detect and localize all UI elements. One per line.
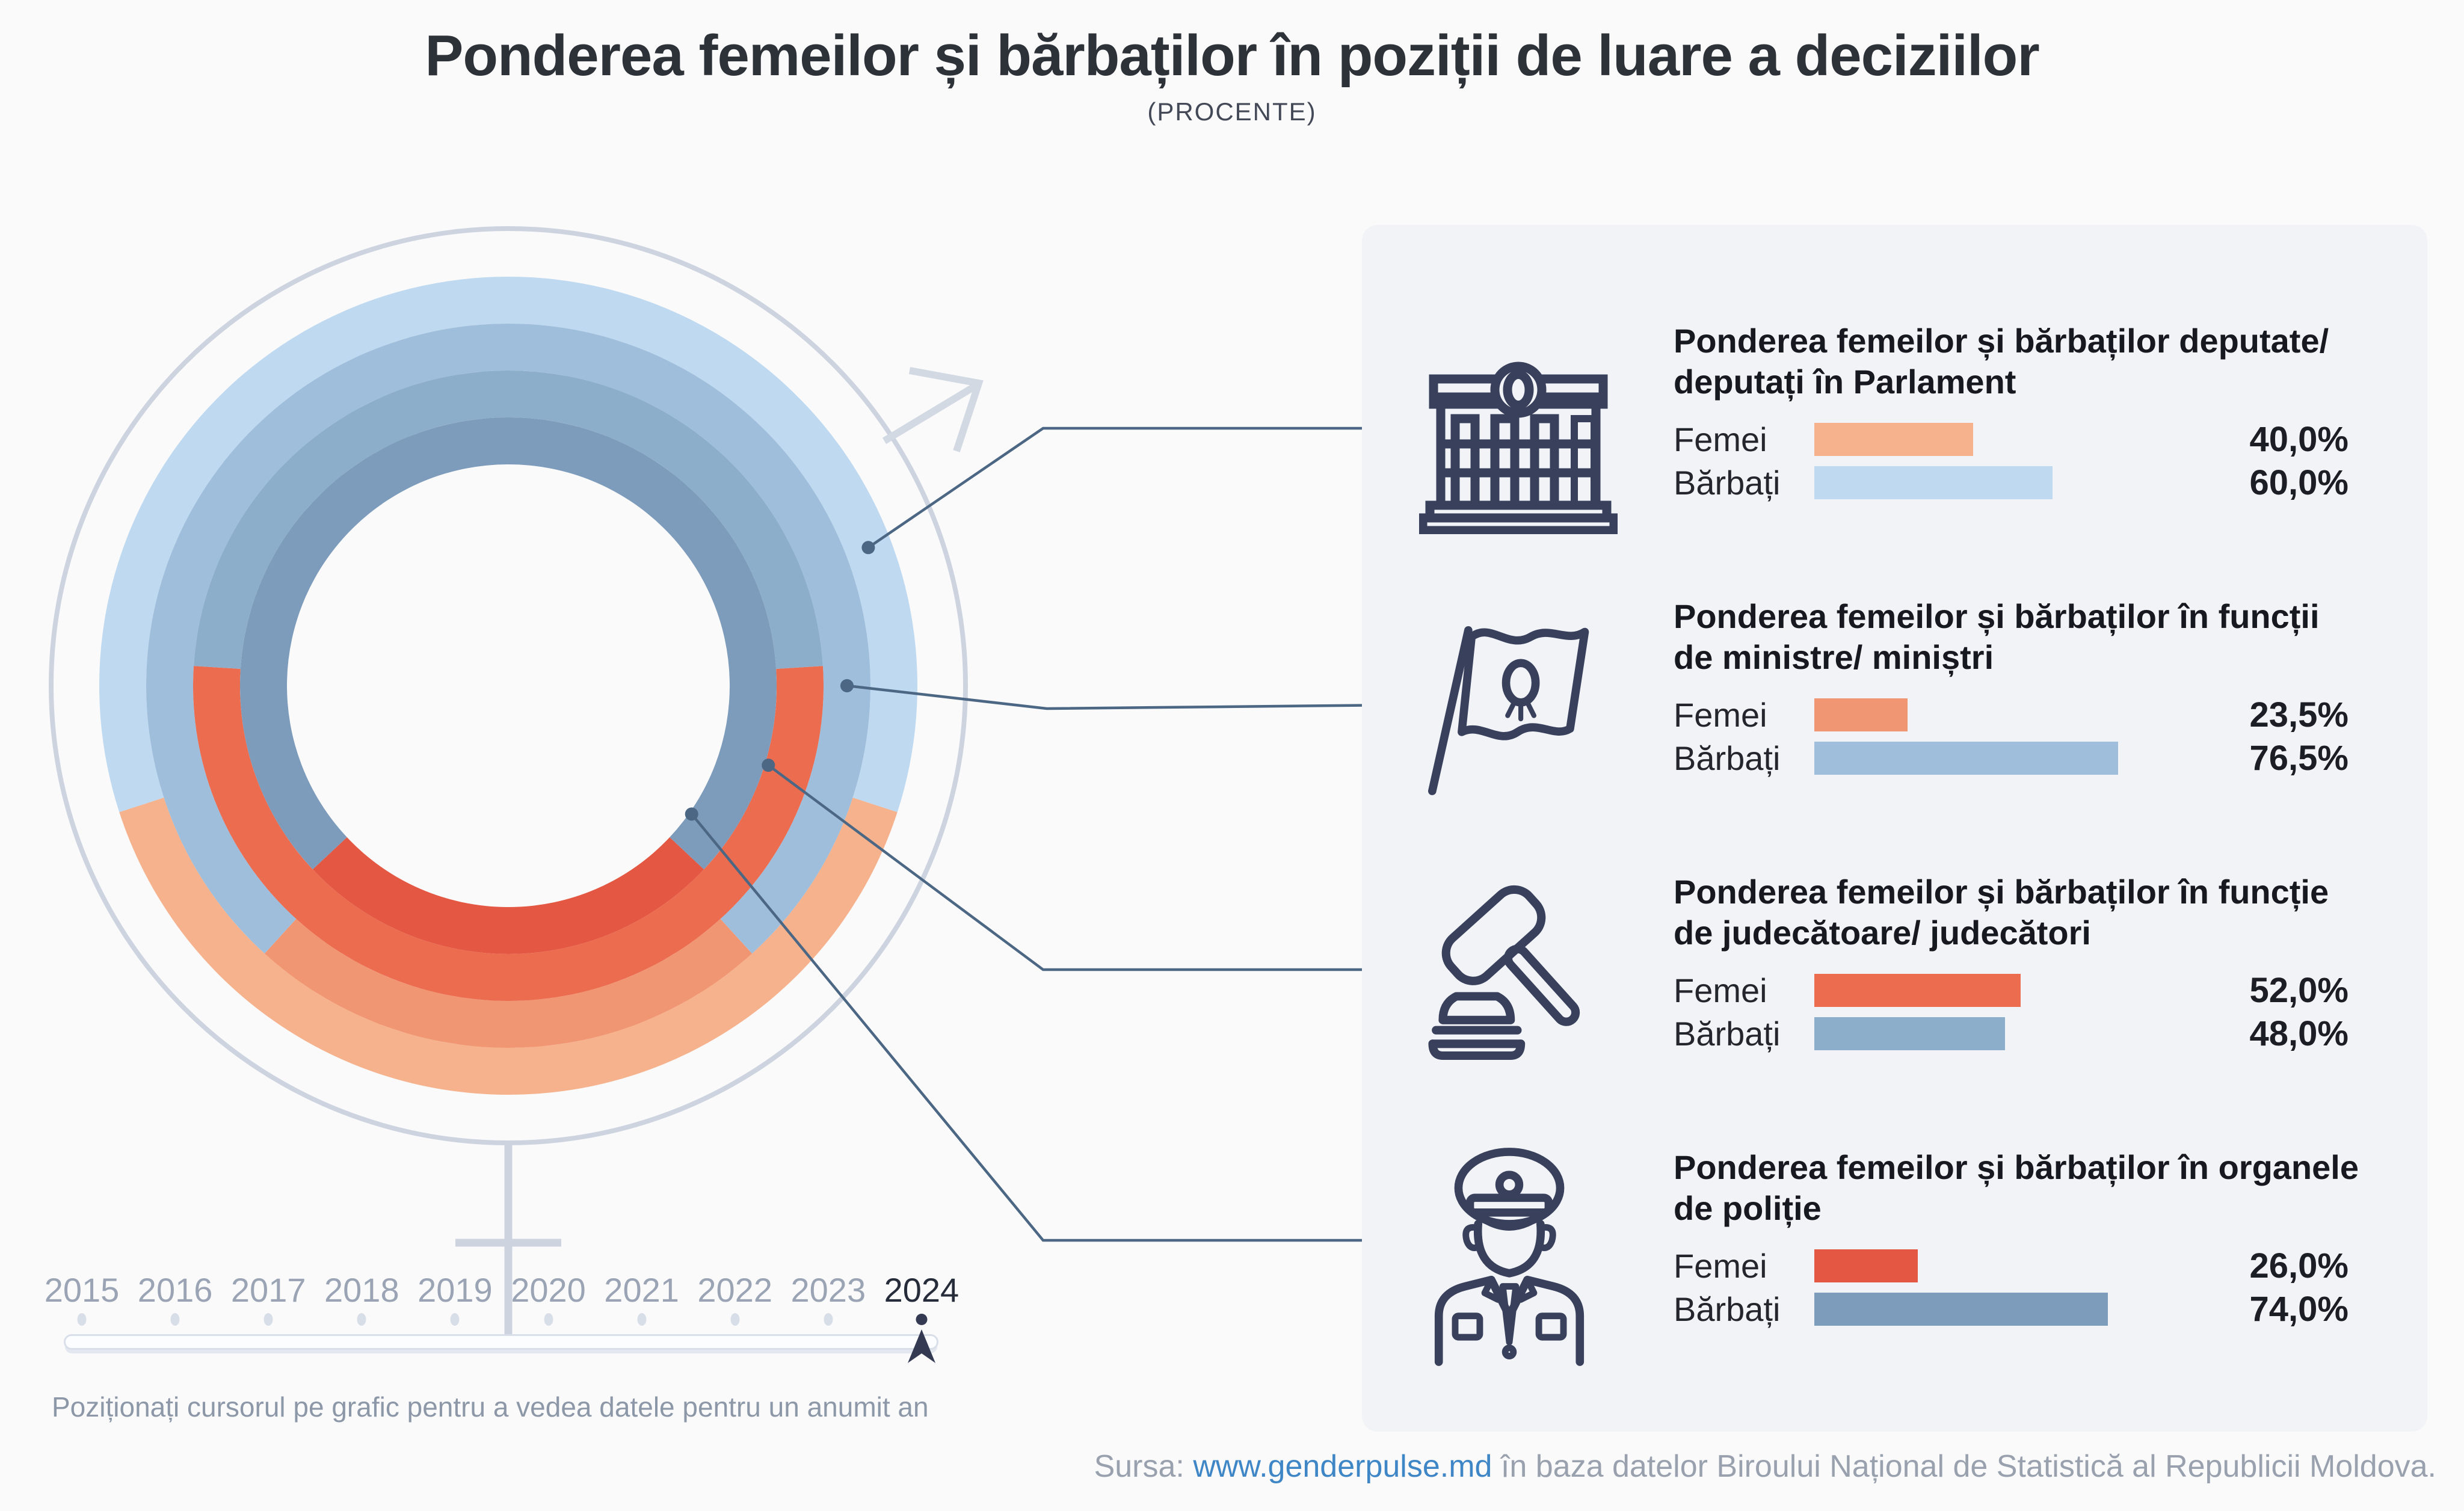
gavel-icon [1419,885,1606,1077]
bar-femei [1814,974,2021,1007]
row-value-barbati: 48,0% [2249,1014,2348,1053]
source-label: Sursa: [1094,1449,1194,1484]
row-label-barbati: Bărbați [1674,1290,1781,1328]
timeline-year-2015[interactable]: 2015 [44,1271,120,1309]
row-value-femei: 26,0% [2249,1246,2348,1285]
source-line: Sursa: www.genderpulse.md în baza datelo… [1094,1448,2436,1485]
timeline-dots[interactable] [0,1313,1083,1328]
timeline-year-2018[interactable]: 2018 [324,1271,399,1309]
row-label-barbati: Bărbați [1674,464,1781,502]
row-value-femei: 23,5% [2249,695,2348,734]
timeline-dot-2022[interactable] [730,1313,740,1326]
page-subtitle: (PROCENTE) [1147,97,1317,126]
row-label-femei: Femei [1674,696,1767,734]
bar-barbati [1814,1017,2005,1050]
timeline-slider-track[interactable] [64,1334,938,1350]
section-title: Ponderea femeilor și bărbaților deputate… [1674,322,2329,401]
source-link[interactable]: www.genderpulse.md [1193,1449,1492,1484]
row-value-barbati: 74,0% [2249,1290,2348,1329]
timeline-year-2022[interactable]: 2022 [697,1271,772,1309]
bar-femei [1814,423,1973,456]
timeline-year-2024[interactable]: 2024 [884,1271,959,1309]
row-label-barbati: Bărbați [1674,739,1781,777]
row-label-barbati: Bărbați [1674,1015,1781,1053]
timeline-years[interactable]: 2015 2016 2017 2018 2019 2020 2021 2022 2023 2024 [0,1270,1083,1313]
bar-femei [1814,698,1908,731]
police-icon [1419,1147,1600,1367]
timeline-year-2023[interactable]: 2023 [790,1271,866,1309]
timeline-dot-2017[interactable] [263,1313,273,1326]
timeline-hint: Poziționați cursorul pe grafic pentru a … [52,1391,929,1423]
timeline-dot-2021[interactable] [637,1313,647,1326]
timeline-year-2021[interactable]: 2021 [604,1271,679,1309]
bar-barbati [1814,466,2053,499]
timeline-year-2020[interactable]: 2020 [511,1271,586,1309]
details-panel: Ponderea femeilor și bărbaților deputate… [1362,225,2427,1432]
section-title: Ponderea femeilor și bărbaților în funcț… [1674,873,2329,952]
bar-barbati [1814,1293,2108,1326]
row-value-barbati: 76,5% [2249,739,2348,778]
timeline-dot-2018[interactable] [357,1313,366,1326]
row-label-femei: Femei [1674,420,1767,458]
timeline-year-2019[interactable]: 2019 [417,1271,493,1309]
timeline-dot-2023[interactable] [824,1313,833,1326]
timeline-dot-2016[interactable] [170,1313,180,1326]
parliament-icon [1419,354,1618,534]
timeline-year-2016[interactable]: 2016 [137,1271,213,1309]
timeline-dot-2024[interactable] [916,1314,928,1325]
timeline-dot-2019[interactable] [450,1313,460,1326]
row-label-femei: Femei [1674,1247,1767,1285]
row-value-barbati: 60,0% [2249,463,2348,502]
bar-barbati [1814,742,2118,775]
flag-icon [1419,614,1600,801]
row-label-femei: Femei [1674,971,1767,1009]
bar-femei [1814,1249,1918,1282]
timeline-cursor[interactable] [908,1329,935,1364]
timeline-dot-2020[interactable] [544,1313,553,1326]
section-title: Ponderea femeilor și bărbaților în organ… [1674,1148,2359,1227]
timeline-year-2017[interactable]: 2017 [230,1271,306,1309]
section-title: Ponderea femeilor și bărbaților în funcț… [1674,597,2320,676]
row-value-femei: 40,0% [2249,420,2348,459]
page-title: Ponderea femeilor și bărbaților în poziț… [425,23,2039,88]
row-value-femei: 52,0% [2249,971,2348,1010]
source-text: în baza datelor Biroului Național de Sta… [1492,1449,2436,1484]
timeline-dot-2015[interactable] [77,1313,87,1326]
